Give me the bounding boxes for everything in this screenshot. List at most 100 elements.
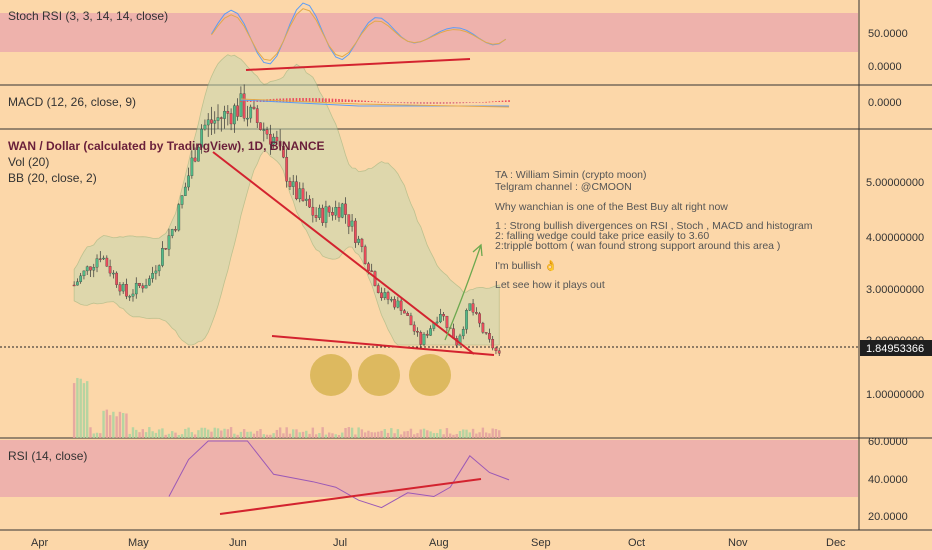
volume-bar xyxy=(367,430,370,438)
candle-body xyxy=(353,220,357,243)
projection-arrow xyxy=(444,244,482,341)
volume-bar xyxy=(275,429,279,438)
volume-bar xyxy=(360,429,364,438)
volume-bar xyxy=(465,429,468,438)
candle-body xyxy=(154,270,158,274)
candle-body xyxy=(259,122,262,130)
candle-body xyxy=(239,93,243,117)
candle-body xyxy=(288,181,292,187)
candle-body xyxy=(187,175,190,188)
candle-body xyxy=(144,285,148,289)
candle-body xyxy=(252,106,256,109)
candle-body xyxy=(318,207,321,218)
candle-body xyxy=(249,106,253,119)
volume-bar xyxy=(193,434,197,438)
rsi-tick-20: 20.0000 xyxy=(868,511,908,523)
candles xyxy=(72,84,501,357)
month-dec: Dec xyxy=(826,537,846,549)
candle-body xyxy=(272,136,275,145)
volume-bar xyxy=(203,427,207,438)
annotation-line-8: 2:tripple bottom ( wan found strong supp… xyxy=(495,240,780,252)
main-title: WAN / Dollar (calculated by TradingView)… xyxy=(8,139,325,153)
volume-bar xyxy=(216,428,220,438)
candle-body xyxy=(131,293,135,297)
macd-histogram-bar xyxy=(442,102,445,104)
macd-label: MACD (12, 26, close, 9) xyxy=(8,95,136,109)
volume-bar xyxy=(432,433,436,438)
vol-label: Vol (20) xyxy=(8,155,49,169)
volume-bar xyxy=(403,431,406,438)
volume-bar xyxy=(167,433,171,438)
macd-histogram-bar xyxy=(387,102,389,103)
rsi-line xyxy=(168,440,510,509)
macd-histogram-bar xyxy=(459,102,461,104)
macd-histogram-bar xyxy=(285,98,288,102)
triple-bottom-circle-3 xyxy=(409,354,451,396)
triple-bottom-circle-1 xyxy=(310,354,352,396)
volume-bar xyxy=(239,431,243,438)
volume-bar xyxy=(305,430,308,438)
candle-body xyxy=(311,206,315,216)
candle-body xyxy=(180,195,184,205)
candle-body xyxy=(363,246,367,264)
candle-body xyxy=(147,278,151,286)
volume-bar xyxy=(282,433,285,438)
volume-bar xyxy=(373,432,377,438)
macd-histogram-bar xyxy=(298,98,301,102)
candle-body xyxy=(108,266,112,274)
volume-bar xyxy=(458,431,462,438)
volume-bar xyxy=(265,434,269,438)
candle-body xyxy=(102,257,105,260)
volume-bar xyxy=(141,429,144,438)
candle-body xyxy=(121,284,125,292)
candle-body xyxy=(213,120,217,124)
volume-bar xyxy=(488,433,491,438)
month-apr: Apr xyxy=(31,537,48,549)
macd-histogram-bar xyxy=(397,102,399,103)
rsi-tick-40: 40.0000 xyxy=(868,474,908,486)
macd-histogram-bar xyxy=(289,98,291,102)
rsi-band xyxy=(0,440,858,497)
annotation-block: TA : William Simin (crypto moon) Telgram… xyxy=(495,169,813,291)
candle-body xyxy=(321,207,325,223)
volume-bar xyxy=(285,427,288,438)
volume-bar xyxy=(138,432,141,438)
volume-bar xyxy=(72,383,76,438)
macd-histogram-bar xyxy=(462,102,465,104)
candle-body xyxy=(151,273,154,279)
volume-bar xyxy=(108,415,112,438)
volume-bar xyxy=(105,409,109,438)
macd-histogram-bar xyxy=(495,101,497,102)
volume-bar xyxy=(399,434,403,438)
candle-body xyxy=(422,333,426,345)
macd-histogram-bar xyxy=(354,99,357,102)
macd-histogram-bar xyxy=(390,102,393,103)
volume-bar xyxy=(236,434,239,438)
volume-bar xyxy=(278,427,282,438)
candle-body xyxy=(282,146,285,158)
stoch-tick-50: 50.0000 xyxy=(868,28,908,40)
volume-bar xyxy=(409,428,413,438)
volume-bar xyxy=(174,432,177,438)
volume-bar xyxy=(383,429,386,438)
volume-bar xyxy=(242,429,246,438)
candle-body xyxy=(481,322,485,333)
macd-histogram-bar xyxy=(348,99,350,102)
volume-bar xyxy=(288,433,292,438)
candle-body xyxy=(488,333,491,340)
volume-bar xyxy=(115,416,118,438)
candle-body xyxy=(396,300,400,308)
macd-histogram-bar xyxy=(400,102,402,104)
month-aug: Aug xyxy=(429,537,449,549)
volume-bar xyxy=(79,378,82,438)
wedge-lower-line xyxy=(271,335,495,356)
volume-bar xyxy=(161,428,164,438)
volume-bar xyxy=(148,427,151,438)
volume-bar xyxy=(321,427,324,438)
candle-body xyxy=(265,129,269,135)
macd-histogram-bar xyxy=(367,100,370,102)
volume-bar xyxy=(363,432,367,438)
candle-body xyxy=(242,93,246,119)
volume-bar xyxy=(92,433,95,438)
candle-body xyxy=(399,300,403,311)
